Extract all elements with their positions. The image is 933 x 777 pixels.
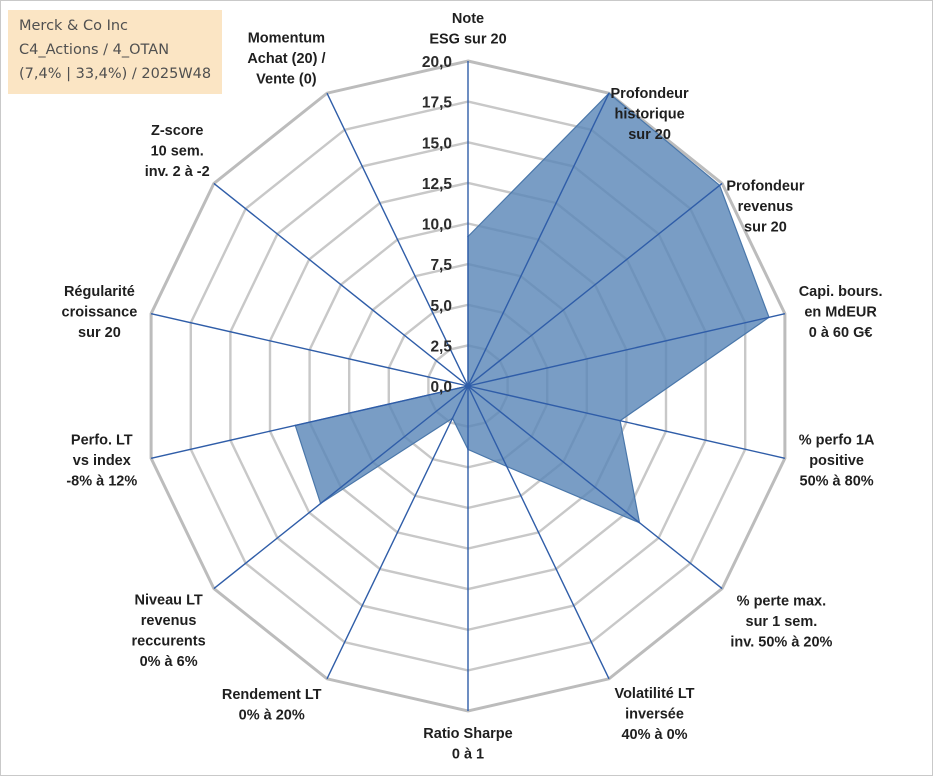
tick-label: 20,0 (422, 54, 452, 71)
axis-label: Volatilité LT inversée 40% à 0% (614, 686, 694, 743)
axis-label-line: sur 20 (78, 325, 121, 341)
axis-spoke (467, 385, 610, 680)
label-layer: Note ESG sur 20 Profondeur historique sur 20… (62, 11, 883, 763)
axis-label-line: Perfo. LT (71, 432, 133, 448)
tick-label: 7,5 (430, 257, 452, 274)
axis-spoke (150, 385, 469, 459)
axis-label-line: 0% à 20% (239, 708, 305, 724)
tick-layer: 0,0 2,5 5,0 7,5 10,0 12,5 15,0 17,5 20,0 (422, 54, 453, 396)
axis-spoke (213, 385, 469, 590)
axis-label: % perte max. sur 1 sem. inv. 50% à 20% (730, 594, 832, 651)
axis-label-line: positive (809, 453, 864, 469)
tick-label: 15,0 (422, 135, 452, 152)
axis-label-line: 40% à 0% (621, 727, 687, 743)
axis-label: Profondeur historique sur 20 (611, 86, 689, 143)
axis-label-line: croissance (62, 305, 138, 321)
axis-label: Capi. bours. en MdEUR 0 à 60 G€ (799, 284, 883, 341)
tick-label: 10,0 (422, 217, 452, 234)
axis-label: Ratio Sharpe 0 à 1 (423, 726, 512, 763)
allocation-week: (7,4% | 33,4%) / 2025W48 (19, 66, 212, 82)
axis-label-line: Z-score (151, 123, 203, 139)
axis-label-line: ESG sur 20 (429, 32, 506, 48)
tick-label: 5,0 (430, 298, 452, 315)
axis-spoke (326, 385, 469, 680)
axis-spoke (213, 182, 469, 387)
axis-label-line: Capi. bours. (799, 284, 883, 300)
axis-label-line: 0% à 6% (140, 654, 198, 670)
spoke-layer (150, 61, 786, 711)
axis-label-line: Rendement LT (222, 687, 322, 703)
axis-label: Momentum Achat (20) / Vente (0) (247, 31, 325, 88)
axis-label-line: Momentum (248, 31, 325, 47)
tick-label: 0,0 (430, 379, 452, 396)
axis-label-line: inv. 2 à -2 (145, 164, 210, 180)
axis-spoke (467, 385, 723, 590)
axis-spoke (467, 385, 786, 459)
axis-label-line: % perte max. (737, 594, 826, 610)
axis-label: Niveau LT revenus reccurents 0% à 6% (132, 593, 206, 671)
axis-label-line: Note (452, 11, 484, 27)
axis-spoke (326, 92, 469, 387)
axis-label-line: revenus (141, 613, 197, 629)
axis-label: % perfo 1A positive 50% à 80% (799, 432, 875, 489)
axis-label-line: % perfo 1A (799, 432, 875, 448)
axis-label: Régularité croissance sur 20 (62, 284, 138, 341)
axis-label-line: Niveau LT (134, 593, 202, 609)
axis-label-line: en MdEUR (804, 305, 877, 321)
axis-label-line: inv. 50% à 20% (730, 635, 832, 651)
tick-label: 2,5 (430, 338, 452, 355)
axis-label-line: Profondeur (726, 178, 804, 194)
axis-label-line: sur 20 (628, 127, 671, 143)
axis-label-line: -8% à 12% (66, 473, 137, 489)
axis-label-line: Volatilité LT (614, 686, 694, 702)
axis-label-line: inversée (625, 706, 684, 722)
axis-label-line: Régularité (64, 284, 135, 300)
axis-label-line: 0 à 60 G€ (809, 325, 873, 341)
axis-label-line: Profondeur (611, 86, 689, 102)
company-name: Merck & Co Inc (19, 18, 129, 34)
axis-label-line: vs index (73, 453, 131, 469)
axis-label-line: sur 20 (744, 219, 787, 235)
axis-label-line: reccurents (132, 634, 206, 650)
axis-spoke (467, 313, 786, 387)
axis-spoke (467, 182, 723, 387)
axis-label-line: 0 à 1 (452, 747, 484, 763)
portfolio-category: C4_Actions / 4_OTAN (19, 42, 170, 58)
info-box: Merck & Co Inc C4_Actions / 4_OTAN (7,4%… (8, 10, 222, 94)
axis-label-line: historique (615, 106, 685, 122)
axis-label: Rendement LT 0% à 20% (222, 687, 322, 724)
tick-label: 12,5 (422, 176, 453, 193)
axis-spoke (150, 313, 469, 387)
axis-label: Note ESG sur 20 (429, 11, 506, 48)
axis-spoke (467, 92, 610, 387)
axis-label-line: sur 1 sem. (746, 614, 818, 630)
axis-label-line: revenus (738, 199, 794, 215)
axis-label-line: Ratio Sharpe (423, 726, 512, 742)
axis-label-line: Vente (0) (256, 72, 317, 88)
axis-label: Perfo. LT vs index -8% à 12% (66, 432, 137, 489)
axis-label-line: 10 sem. (151, 144, 204, 160)
axis-label: Profondeur revenus sur 20 (726, 178, 804, 235)
tick-label: 17,5 (422, 95, 453, 112)
axis-label: Z-score 10 sem. inv. 2 à -2 (145, 123, 210, 180)
axis-label-line: Achat (20) / (247, 51, 325, 67)
axis-label-line: 50% à 80% (800, 473, 874, 489)
